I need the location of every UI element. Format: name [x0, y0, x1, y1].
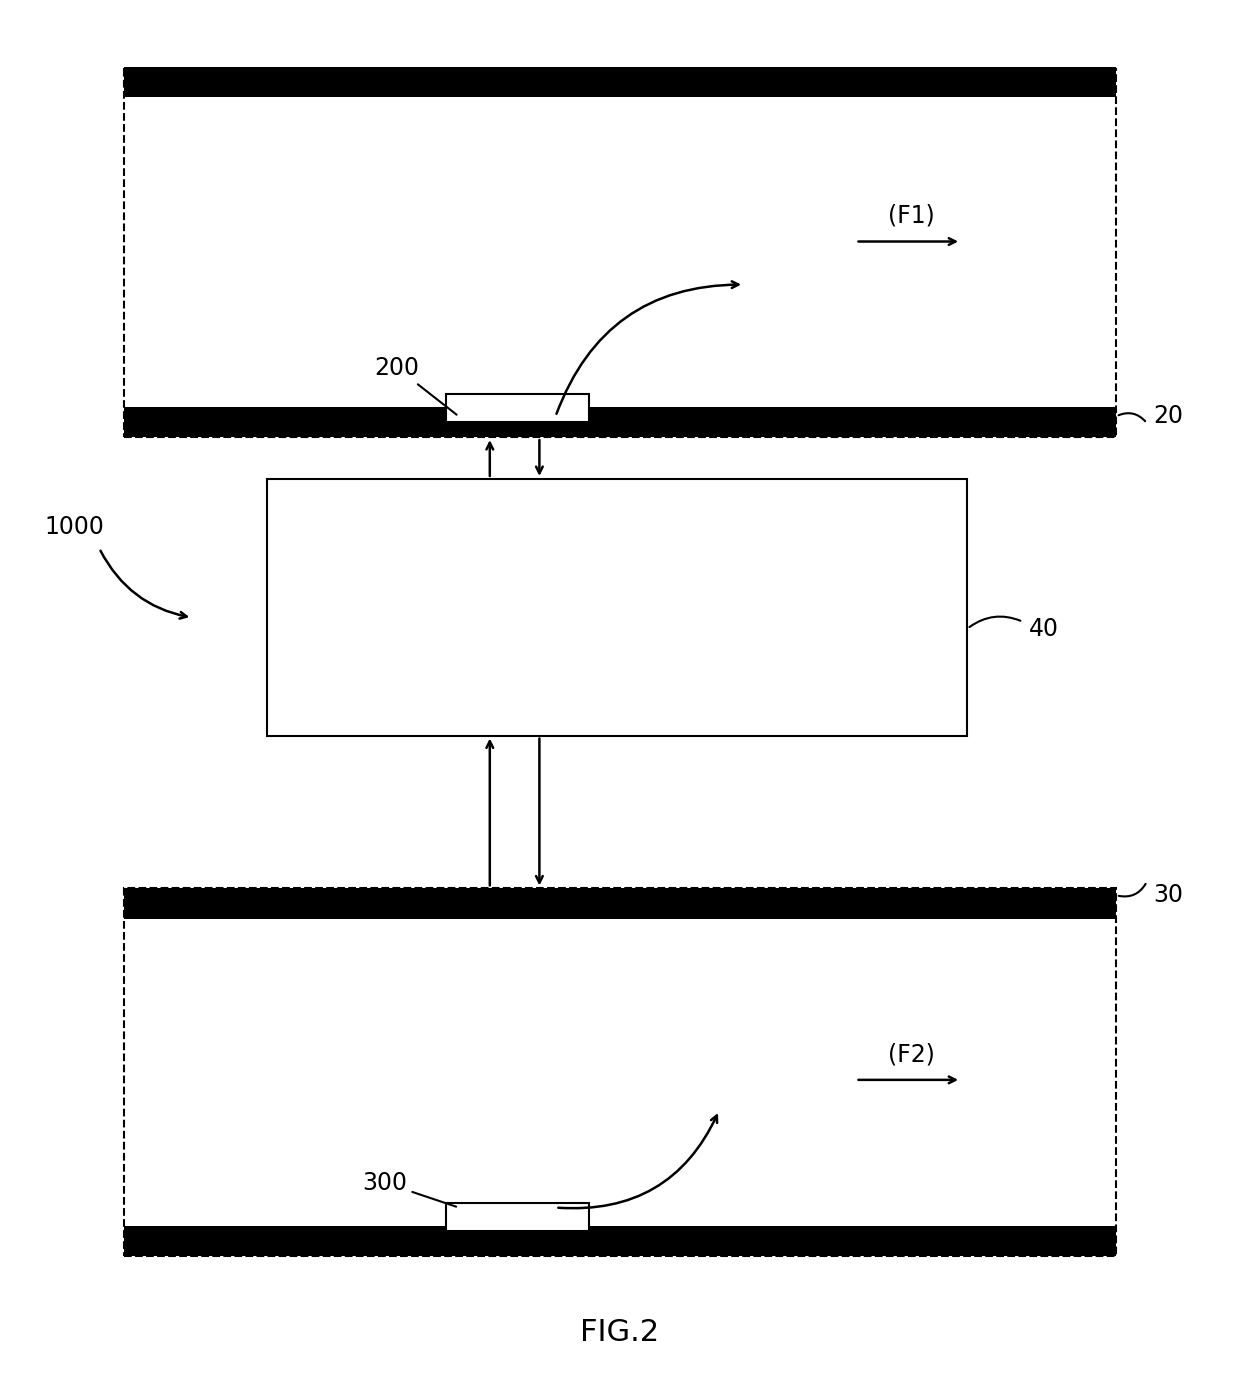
Bar: [267, 479, 967, 736]
Bar: [124, 67, 1116, 97]
Text: (F1): (F1): [888, 203, 935, 228]
Bar: [124, 69, 1116, 437]
Bar: [446, 394, 589, 422]
Text: 1000: 1000: [45, 515, 104, 540]
Bar: [124, 1226, 1116, 1256]
Text: 20: 20: [1153, 404, 1183, 429]
Bar: [124, 407, 1116, 437]
Bar: [446, 1203, 589, 1231]
Text: 30: 30: [1153, 883, 1183, 908]
Text: 40: 40: [1029, 616, 1059, 641]
Bar: [124, 888, 1116, 919]
Text: (F2): (F2): [888, 1042, 935, 1067]
Text: 300: 300: [362, 1170, 456, 1206]
Bar: [124, 888, 1116, 1256]
Text: FIG.2: FIG.2: [580, 1319, 660, 1346]
Text: 200: 200: [374, 355, 456, 415]
